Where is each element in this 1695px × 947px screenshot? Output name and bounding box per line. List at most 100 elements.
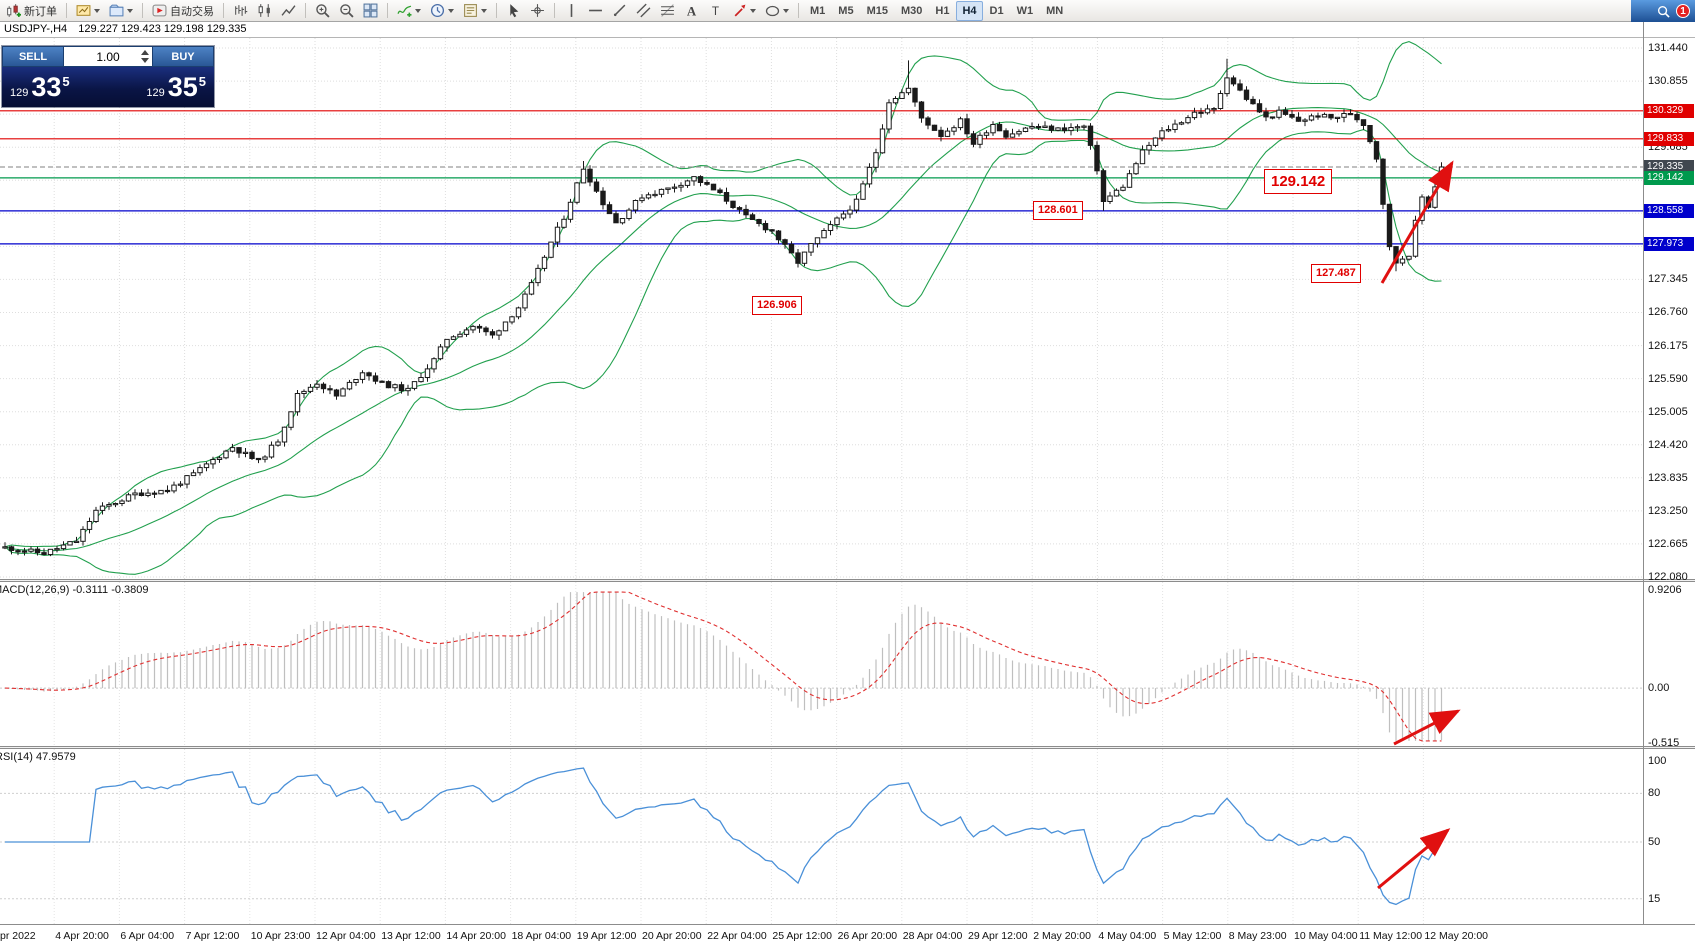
time-axis-label: 8 May 23:00 xyxy=(1228,930,1287,942)
panel-divider[interactable] xyxy=(0,746,1695,749)
dropdown-caret-icon xyxy=(127,8,133,13)
time-axis-label: 5 May 12:00 xyxy=(1163,930,1222,942)
candle-chart-button[interactable] xyxy=(253,1,276,21)
autotrade-icon xyxy=(152,4,167,17)
macd-panel xyxy=(0,582,1643,746)
auto-trading-button[interactable]: 自动交易 xyxy=(148,1,218,21)
periods-button[interactable] xyxy=(426,1,458,21)
linechart-icon xyxy=(281,5,296,16)
buy-price[interactable]: 129 355 xyxy=(146,73,206,101)
timeframe-m1-button[interactable]: M1 xyxy=(810,4,826,17)
zoom-out-button[interactable] xyxy=(335,1,358,21)
time-axis-label: 4 Apr 20:00 xyxy=(55,930,109,942)
line-chart-button[interactable] xyxy=(277,1,300,21)
price-tag: 129.142 xyxy=(1644,171,1694,185)
price-chart[interactable] xyxy=(0,38,1643,579)
newchart-icon xyxy=(76,5,91,16)
trendline-button[interactable] xyxy=(608,1,631,21)
rsi-axis-label: 80 xyxy=(1648,787,1661,799)
text-button[interactable]: A xyxy=(680,1,703,21)
time-axis-label: 6 Apr 04:00 xyxy=(120,930,175,942)
price-axis-label: 124.420 xyxy=(1648,439,1688,451)
volume-increase-button[interactable] xyxy=(141,50,149,55)
macd-values: -0.3111 -0.3809 xyxy=(72,584,149,596)
time-axis-label: 25 Apr 12:00 xyxy=(772,930,832,942)
svg-text:T: T xyxy=(712,5,719,18)
time-axis-label: 26 Apr 20:00 xyxy=(837,930,898,942)
timeframe-w1-button[interactable]: W1 xyxy=(1016,4,1034,17)
price-annotation: 129.142 xyxy=(1264,169,1333,194)
time-axis-label: 13 Apr 12:00 xyxy=(381,930,441,942)
panel-divider[interactable] xyxy=(0,579,1695,582)
toolbar-separator xyxy=(66,3,67,18)
buy-button[interactable]: BUY xyxy=(152,46,214,67)
price-axis-label: 131.440 xyxy=(1648,42,1688,54)
volume-input[interactable]: 1.00 xyxy=(64,46,152,67)
sell-price-sup: 5 xyxy=(62,73,70,89)
arrows-button[interactable] xyxy=(728,1,760,21)
chart-grid xyxy=(0,38,1643,579)
indicators-button[interactable] xyxy=(393,1,425,21)
dropdown-caret-icon xyxy=(783,8,789,13)
vertical-line-button[interactable] xyxy=(560,1,583,21)
price-axis-label: 125.005 xyxy=(1648,406,1688,418)
auto-trading-button-label: 自动交易 xyxy=(170,5,214,18)
rsi-line xyxy=(5,767,1443,906)
sell-price-big: 33 xyxy=(31,71,62,102)
labelt-icon: T xyxy=(712,5,719,18)
zoomout-icon xyxy=(340,4,354,18)
time-axis-label: 18 Apr 04:00 xyxy=(511,930,572,942)
timeframe-d1-button[interactable]: D1 xyxy=(989,4,1004,17)
svg-text:A: A xyxy=(687,4,697,18)
timeframe-m15-button[interactable]: M15 xyxy=(866,4,888,17)
cursor-button[interactable] xyxy=(502,1,525,21)
notification-badge[interactable]: 1 xyxy=(1676,4,1690,18)
toolbar-separator xyxy=(496,3,497,18)
volume-decrease-button[interactable] xyxy=(141,58,149,63)
channel-button[interactable] xyxy=(632,1,655,21)
templates-button[interactable] xyxy=(459,1,491,21)
bar-chart-button[interactable] xyxy=(229,1,252,21)
dropdown-caret-icon xyxy=(448,8,454,13)
tile-icon xyxy=(363,3,378,18)
time-axis[interactable]: Apr 2022 4 Apr 20:00 6 Apr 04:00 7 Apr 12:0… xyxy=(0,924,1695,947)
profiles-button[interactable] xyxy=(105,1,137,21)
timeframe-h4-button[interactable]: H4 xyxy=(956,0,983,21)
sell-button[interactable]: SELL xyxy=(2,46,64,67)
label-button[interactable]: T xyxy=(704,1,727,21)
shapes-button[interactable] xyxy=(761,1,793,21)
timeframe-mn-button[interactable]: MN xyxy=(1046,4,1064,17)
rsi-axis-label: 100 xyxy=(1648,755,1667,767)
volume-value: 1.00 xyxy=(96,49,120,64)
quote-display: 129 335 129 355 xyxy=(2,67,214,107)
clock-icon xyxy=(430,3,445,18)
new-order-button[interactable]: 新订单 xyxy=(2,1,61,21)
one-click-trading-panel: SELL 1.00 BUY 129 335 129 355 xyxy=(2,46,214,107)
time-axis-label: 4 May 04:00 xyxy=(1098,930,1157,942)
crosshair-button[interactable] xyxy=(526,1,549,21)
rsi-label: RSI(14) 47.9579 xyxy=(0,751,76,763)
zoom-in-button[interactable] xyxy=(311,1,334,21)
toolbar-corner: 1 xyxy=(1631,0,1695,22)
timeframe-m30-button[interactable]: M30 xyxy=(900,4,923,17)
time-axis-label: 12 Apr 04:00 xyxy=(316,930,376,942)
sell-price[interactable]: 129 335 xyxy=(10,71,70,102)
time-axis-label: 29 Apr 12:00 xyxy=(968,930,1028,942)
horizontal-level-lines xyxy=(0,110,1643,245)
timeframe-h1-button[interactable]: H1 xyxy=(935,4,950,17)
cursor-icon xyxy=(510,4,519,18)
search-icon[interactable] xyxy=(1657,5,1670,18)
time-axis-label: Apr 2022 xyxy=(0,930,36,942)
tile-windows-button[interactable] xyxy=(359,1,382,21)
timeframe-m5-button[interactable]: M5 xyxy=(838,4,854,17)
toolbar-separator xyxy=(305,3,306,18)
new-chart-button[interactable] xyxy=(72,1,104,21)
fibonacci-button[interactable] xyxy=(656,1,679,21)
price-axis-label: 127.345 xyxy=(1648,273,1688,285)
macd-signal-line xyxy=(4,591,1442,742)
channel-icon xyxy=(636,3,651,18)
macd-axis-label: -0.515 xyxy=(1648,737,1680,749)
horizontal-line-button[interactable] xyxy=(584,1,607,21)
new-order-button-label: 新订单 xyxy=(24,5,57,18)
